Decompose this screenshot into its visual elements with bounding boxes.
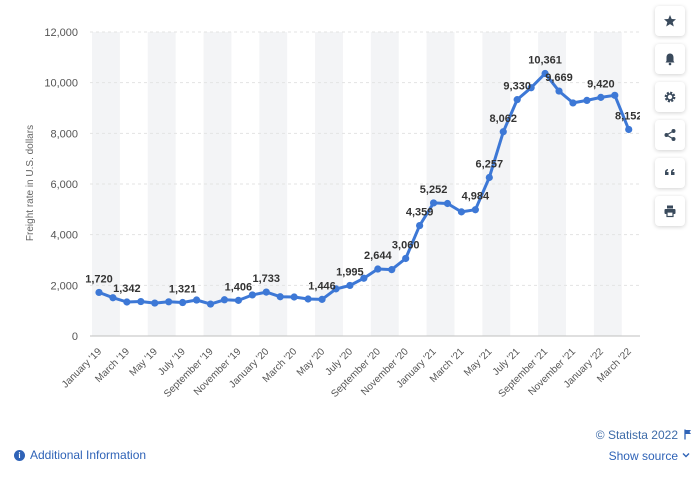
y-tick-label: 2,000 bbox=[50, 280, 78, 292]
data-label: 9,330 bbox=[503, 81, 531, 93]
show-source-link[interactable]: Show source bbox=[608, 449, 678, 463]
data-point[interactable] bbox=[276, 293, 284, 301]
data-label: 8,152 bbox=[615, 110, 640, 122]
cite-button[interactable] bbox=[655, 158, 685, 188]
additional-information-link[interactable]: i Additional Information bbox=[14, 448, 146, 462]
data-label: 1,995 bbox=[336, 266, 364, 278]
data-label: 8,062 bbox=[489, 113, 517, 125]
data-point[interactable] bbox=[123, 298, 131, 306]
data-label: 1,342 bbox=[113, 283, 141, 295]
freight-rate-chart: 0 2,000 4,000 6,000 8,000 10,000 12,000 Freigh… bbox=[25, 27, 640, 400]
data-point[interactable] bbox=[611, 91, 619, 99]
additional-information-label: Additional Information bbox=[30, 448, 147, 462]
data-point[interactable] bbox=[402, 254, 410, 263]
copyright-text: © Statista 2022 bbox=[595, 428, 678, 442]
data-point[interactable] bbox=[416, 221, 424, 230]
settings-button[interactable] bbox=[655, 82, 685, 112]
y-tick-label: 8,000 bbox=[50, 128, 78, 140]
bell-icon bbox=[665, 53, 675, 66]
data-point[interactable] bbox=[304, 295, 312, 303]
y-tick-label: 4,000 bbox=[50, 230, 78, 242]
y-axis-ticks: 0 2,000 4,000 6,000 8,000 10,000 12,000 bbox=[44, 27, 78, 343]
data-point[interactable] bbox=[555, 87, 563, 95]
series-freight-rate bbox=[95, 69, 633, 308]
y-tick-label: 12,000 bbox=[44, 27, 78, 39]
data-point[interactable] bbox=[318, 295, 326, 303]
chevron-down-icon bbox=[682, 453, 690, 458]
x-tick-label: January '19 bbox=[60, 346, 104, 390]
data-point[interactable] bbox=[332, 285, 340, 293]
data-point[interactable] bbox=[625, 125, 633, 134]
data-point[interactable] bbox=[179, 298, 187, 307]
data-point[interactable] bbox=[109, 294, 117, 302]
data-point[interactable] bbox=[220, 296, 229, 304]
data-point[interactable] bbox=[374, 265, 382, 273]
quote-icon bbox=[665, 169, 675, 175]
notification-button[interactable] bbox=[655, 44, 685, 74]
data-label: 3,060 bbox=[392, 239, 420, 251]
data-point[interactable] bbox=[248, 291, 256, 299]
star-icon bbox=[664, 15, 676, 27]
data-label: 9,420 bbox=[587, 78, 615, 90]
data-point[interactable] bbox=[165, 298, 173, 306]
data-label: 1,720 bbox=[85, 273, 113, 285]
x-tick-label: May '20 bbox=[295, 346, 328, 379]
data-point[interactable] bbox=[346, 281, 354, 290]
share-button[interactable] bbox=[655, 120, 685, 150]
share-icon bbox=[664, 129, 676, 141]
data-label: 1,733 bbox=[253, 273, 281, 285]
info-icon: i bbox=[14, 449, 25, 461]
print-icon bbox=[664, 205, 676, 218]
x-tick-label: May '21 bbox=[462, 346, 495, 379]
y-tick-label: 10,000 bbox=[44, 78, 78, 90]
data-label: 2,644 bbox=[364, 250, 392, 262]
gridlines bbox=[90, 31, 640, 337]
data-point[interactable] bbox=[360, 274, 368, 282]
data-point[interactable] bbox=[429, 199, 438, 207]
x-tick-label: May '19 bbox=[128, 346, 161, 379]
data-label: 4,359 bbox=[406, 207, 434, 219]
data-point[interactable] bbox=[513, 96, 521, 104]
data-point[interactable] bbox=[443, 199, 452, 208]
data-point[interactable] bbox=[499, 128, 507, 136]
data-point[interactable] bbox=[569, 99, 577, 107]
data-point[interactable] bbox=[290, 293, 298, 301]
data-point[interactable] bbox=[471, 206, 479, 214]
flag-icon[interactable] bbox=[684, 429, 692, 440]
data-point[interactable] bbox=[151, 299, 159, 307]
y-tick-label: 0 bbox=[72, 331, 78, 343]
data-point[interactable] bbox=[583, 96, 591, 104]
favorite-button[interactable] bbox=[655, 6, 685, 36]
data-point[interactable] bbox=[206, 300, 215, 308]
data-label: 1,406 bbox=[225, 281, 253, 293]
y-axis-label: Freight rate in U.S. dollars bbox=[25, 125, 36, 241]
data-point[interactable] bbox=[137, 297, 145, 306]
data-point[interactable] bbox=[234, 296, 242, 304]
data-point[interactable] bbox=[457, 208, 466, 216]
data-label: 9,669 bbox=[545, 72, 573, 84]
data-point[interactable] bbox=[485, 173, 493, 182]
data-point[interactable] bbox=[527, 84, 535, 92]
data-label: 1,321 bbox=[169, 284, 197, 296]
data-label: 4,984 bbox=[462, 191, 490, 203]
data-label: 10,361 bbox=[528, 55, 562, 67]
data-point[interactable] bbox=[541, 69, 549, 78]
print-button[interactable] bbox=[655, 196, 685, 226]
data-label: 1,446 bbox=[308, 280, 336, 292]
data-label: 5,252 bbox=[420, 184, 448, 196]
gear-icon bbox=[664, 91, 676, 103]
data-label: 6,257 bbox=[476, 158, 504, 170]
data-point[interactable] bbox=[597, 93, 605, 101]
data-point[interactable] bbox=[192, 296, 201, 304]
data-point[interactable] bbox=[95, 288, 103, 297]
data-point[interactable] bbox=[262, 288, 270, 296]
chart-toolbar bbox=[655, 6, 687, 234]
y-tick-label: 6,000 bbox=[50, 179, 78, 191]
data-point[interactable] bbox=[388, 266, 396, 274]
